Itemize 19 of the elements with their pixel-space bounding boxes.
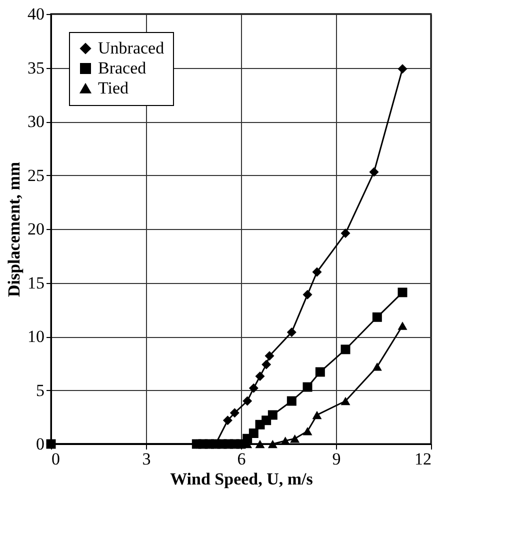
x-tick-label: 0: [52, 450, 60, 468]
x-tick-label: 9: [332, 450, 341, 468]
x-tick-label: 12: [414, 450, 432, 468]
y-tick-label: 30: [28, 112, 44, 131]
x-axis-title: Wind Speed, U, m/s: [170, 470, 314, 488]
legend-label: Braced: [98, 58, 147, 78]
x-tick-label: 3: [142, 450, 151, 468]
y-tick-label: 10: [28, 327, 44, 346]
y-tick-label: 0: [36, 434, 44, 454]
y-tick-label: 40: [28, 4, 44, 24]
y-tick-label: 5: [36, 380, 44, 400]
y-tick-label: 25: [28, 166, 44, 185]
y-tick-label: 15: [28, 273, 44, 292]
legend-label: Tied: [98, 78, 130, 98]
y-tick-label: 35: [28, 58, 44, 78]
legend-label: Unbraced: [98, 38, 165, 58]
x-tick-label: 6: [237, 450, 246, 468]
y-tick-label: 20: [28, 220, 44, 238]
y-axis-title: Displacement, mm: [4, 162, 24, 298]
